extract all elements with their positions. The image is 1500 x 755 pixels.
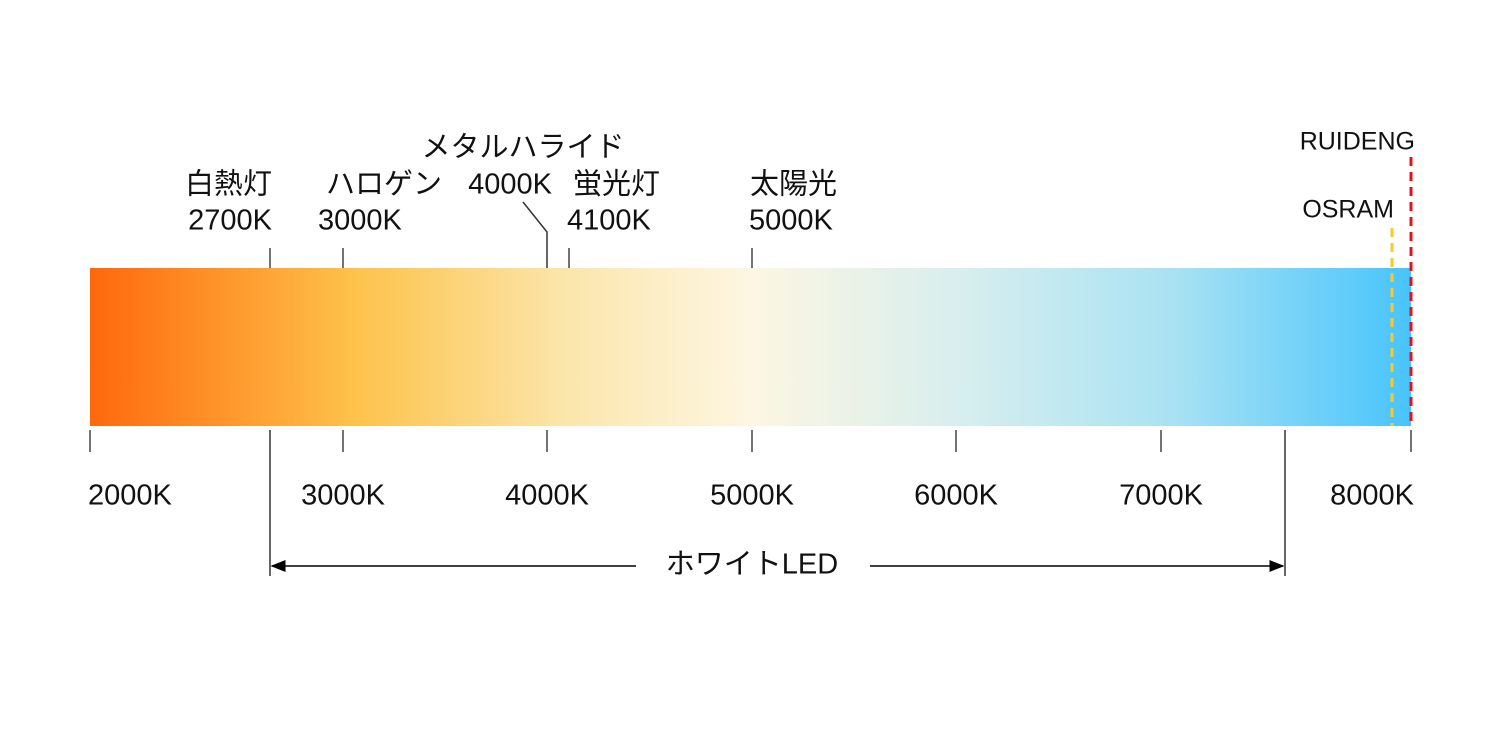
scale-label: 5000K xyxy=(710,480,795,512)
scale-label: 6000K xyxy=(914,480,999,512)
scale-label: 2000K xyxy=(88,480,173,512)
marker-temperature: 3000K xyxy=(318,205,403,237)
brand-label: OSRAM xyxy=(1302,196,1394,224)
marker-name: 太陽光 xyxy=(750,168,837,201)
brand-label: RUIDENG xyxy=(1300,128,1415,156)
range-label: ホワイトLED xyxy=(666,549,838,581)
marker-temperature: 4000K xyxy=(468,169,553,201)
color-bar xyxy=(90,268,1411,426)
marker-name: 白熱灯 xyxy=(185,168,272,201)
marker-temperature: 4100K xyxy=(567,205,652,237)
scale-label: 8000K xyxy=(1330,480,1415,512)
leader-line xyxy=(522,201,548,268)
marker-name: 蛍光灯 xyxy=(573,168,660,201)
scale-label: 7000K xyxy=(1119,480,1204,512)
marker-name: メタルハライド xyxy=(421,132,624,164)
marker-name: ハロゲン xyxy=(326,169,442,201)
marker-temperature: 2700K xyxy=(188,205,273,237)
scale-label: 3000K xyxy=(301,480,386,512)
scale-label: 4000K xyxy=(505,480,590,512)
marker-temperature: 5000K xyxy=(749,205,834,237)
